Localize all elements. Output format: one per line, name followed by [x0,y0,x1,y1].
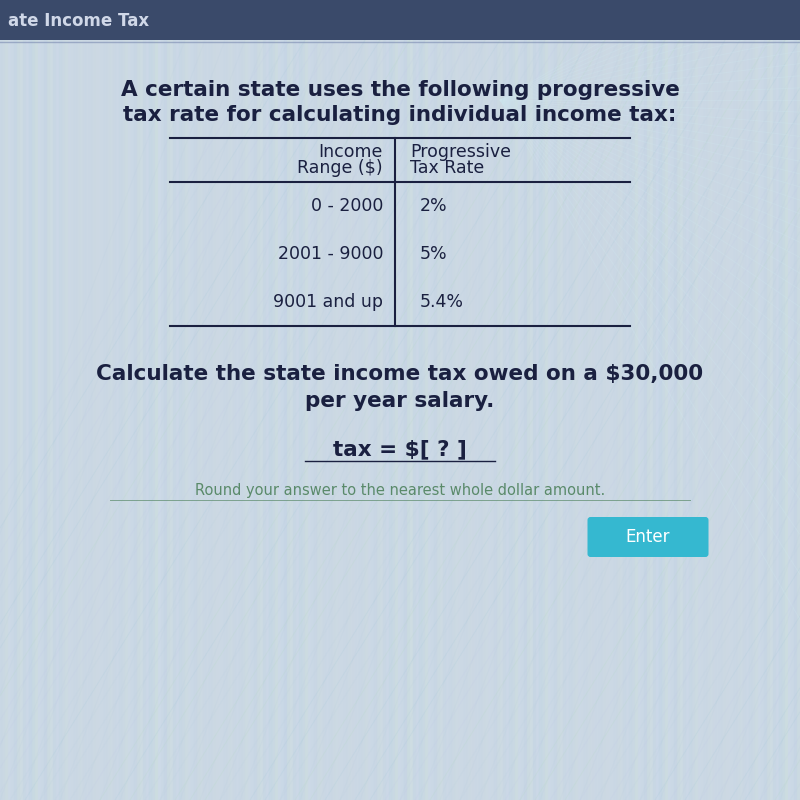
FancyBboxPatch shape [587,517,709,557]
Text: Progressive: Progressive [410,143,511,161]
Text: 5%: 5% [420,245,448,263]
Text: per year salary.: per year salary. [306,391,494,411]
Text: 9001 and up: 9001 and up [273,293,383,311]
Text: Round your answer to the nearest whole dollar amount.: Round your answer to the nearest whole d… [195,483,605,498]
Text: 0 - 2000: 0 - 2000 [310,197,383,215]
Text: 2%: 2% [420,197,448,215]
Text: Range ($): Range ($) [298,159,383,177]
Text: Calculate the state income tax owed on a $30,000: Calculate the state income tax owed on a… [97,364,703,384]
Text: Income: Income [318,143,383,161]
Text: 5.4%: 5.4% [420,293,464,311]
Text: Tax Rate: Tax Rate [410,159,484,177]
FancyBboxPatch shape [0,0,800,40]
Text: tax = $[ ? ]: tax = $[ ? ] [333,439,467,459]
Text: 2001 - 9000: 2001 - 9000 [278,245,383,263]
Text: ate Income Tax: ate Income Tax [8,12,149,30]
Text: A certain state uses the following progressive: A certain state uses the following progr… [121,80,679,100]
Text: tax rate for calculating individual income tax:: tax rate for calculating individual inco… [123,105,677,125]
Text: Enter: Enter [626,528,670,546]
